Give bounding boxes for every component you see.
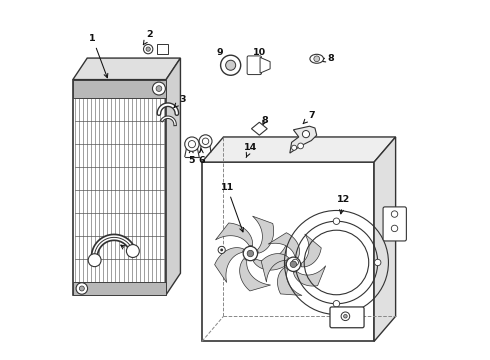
Polygon shape xyxy=(252,216,274,253)
Text: 7: 7 xyxy=(303,111,315,124)
Polygon shape xyxy=(294,266,326,286)
Bar xyxy=(73,80,166,98)
Text: 1: 1 xyxy=(89,34,108,78)
Polygon shape xyxy=(261,254,289,282)
Circle shape xyxy=(220,55,241,75)
Circle shape xyxy=(392,225,398,231)
Text: 6: 6 xyxy=(198,149,204,165)
Circle shape xyxy=(298,143,303,149)
Circle shape xyxy=(218,246,225,253)
Circle shape xyxy=(225,60,236,70)
Text: 3: 3 xyxy=(174,95,186,108)
Polygon shape xyxy=(216,223,253,246)
Text: 8: 8 xyxy=(261,116,268,125)
Polygon shape xyxy=(240,258,270,291)
Circle shape xyxy=(156,86,162,91)
Text: 13: 13 xyxy=(341,308,354,323)
Circle shape xyxy=(202,138,209,144)
Polygon shape xyxy=(251,122,267,135)
Circle shape xyxy=(343,315,347,318)
Polygon shape xyxy=(268,233,299,258)
Circle shape xyxy=(126,244,139,257)
Circle shape xyxy=(146,47,150,51)
Circle shape xyxy=(286,257,300,271)
Circle shape xyxy=(292,145,296,150)
Text: 14: 14 xyxy=(244,143,257,158)
Circle shape xyxy=(188,140,196,148)
Circle shape xyxy=(292,259,298,266)
Circle shape xyxy=(88,254,101,267)
Text: 11: 11 xyxy=(220,183,244,232)
Circle shape xyxy=(185,137,199,151)
Bar xyxy=(157,44,168,54)
FancyBboxPatch shape xyxy=(383,207,406,241)
FancyBboxPatch shape xyxy=(330,307,364,328)
Polygon shape xyxy=(277,267,302,296)
Circle shape xyxy=(341,312,350,320)
Circle shape xyxy=(247,250,254,257)
Circle shape xyxy=(374,259,381,266)
FancyBboxPatch shape xyxy=(247,56,262,75)
Bar xyxy=(202,162,374,341)
Polygon shape xyxy=(290,126,317,153)
Polygon shape xyxy=(215,248,244,283)
Circle shape xyxy=(333,218,340,225)
Polygon shape xyxy=(253,244,287,270)
Circle shape xyxy=(314,56,319,62)
Polygon shape xyxy=(166,58,180,295)
Polygon shape xyxy=(202,137,395,162)
Text: 4: 4 xyxy=(121,245,135,258)
Circle shape xyxy=(79,286,84,291)
Circle shape xyxy=(333,301,340,307)
Text: 5: 5 xyxy=(188,149,195,165)
Bar xyxy=(73,80,166,295)
Polygon shape xyxy=(301,234,321,267)
Circle shape xyxy=(220,248,223,251)
Circle shape xyxy=(152,82,166,95)
Text: 12: 12 xyxy=(337,195,350,214)
Text: 10: 10 xyxy=(253,48,266,61)
Circle shape xyxy=(392,211,398,217)
Polygon shape xyxy=(73,58,180,80)
Circle shape xyxy=(144,44,153,54)
Circle shape xyxy=(302,131,310,138)
Circle shape xyxy=(243,246,258,261)
Ellipse shape xyxy=(310,54,323,63)
Circle shape xyxy=(76,283,88,294)
Polygon shape xyxy=(260,57,270,73)
Text: 9: 9 xyxy=(217,48,228,61)
Bar xyxy=(73,282,166,295)
Polygon shape xyxy=(374,137,395,341)
Text: 8: 8 xyxy=(321,54,335,63)
Circle shape xyxy=(290,261,296,267)
Circle shape xyxy=(199,135,212,148)
Text: 2: 2 xyxy=(144,30,153,45)
